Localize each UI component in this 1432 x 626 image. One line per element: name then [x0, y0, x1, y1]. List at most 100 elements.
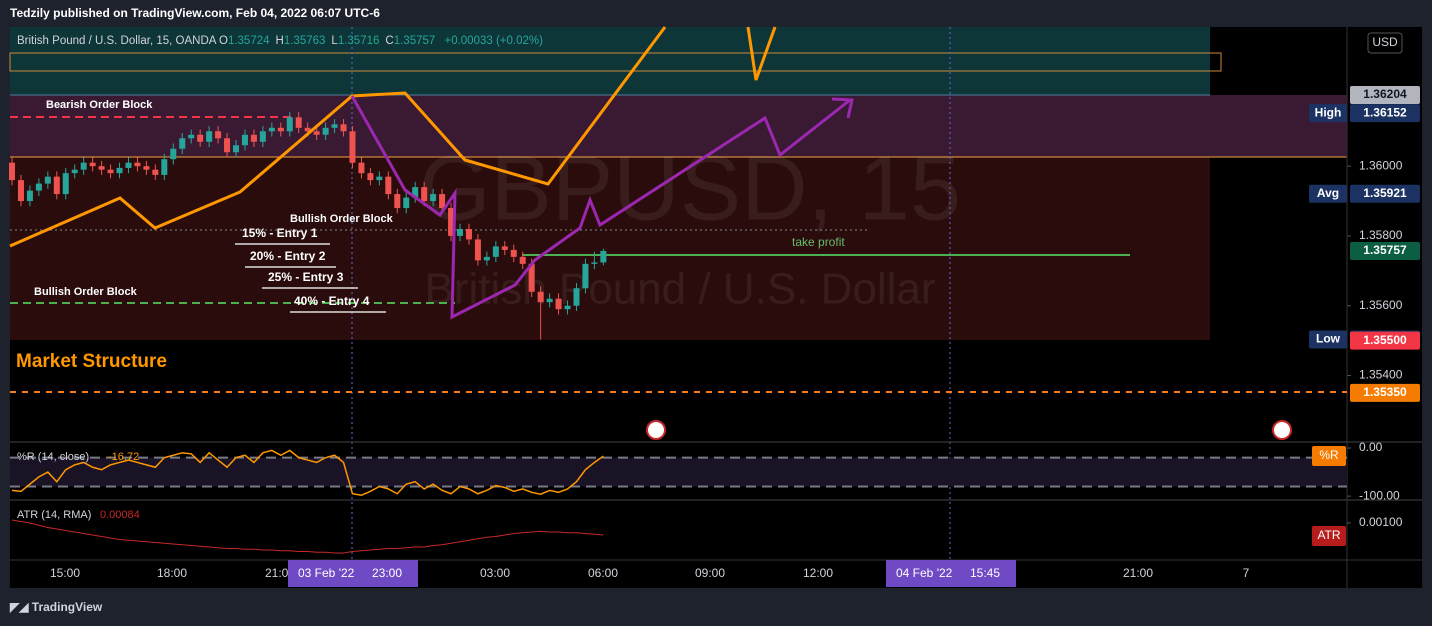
- brand: TradingView: [31, 600, 103, 614]
- candle-body: [197, 134, 204, 142]
- date-badge-time: 23:00: [372, 566, 402, 580]
- candle-body: [215, 131, 222, 139]
- candle-body: [501, 246, 508, 250]
- candle-body: [62, 173, 69, 195]
- candle-body: [376, 176, 383, 181]
- candle-body: [340, 124, 347, 132]
- x-tick-label: 09:00: [695, 566, 725, 580]
- candle-body: [152, 169, 159, 175]
- ohlc-values: O1.35724 H1.35763 L1.35716 C1.35757: [219, 35, 441, 47]
- candle-body: [367, 173, 374, 181]
- candle-body: [134, 162, 141, 167]
- candle-body: [241, 134, 248, 146]
- x-tick-label: 21:00: [1123, 566, 1153, 580]
- price-name-label: Avg: [1317, 186, 1339, 200]
- indicator-name: %R (14, close): [17, 451, 89, 463]
- x-tick-label: 12:00: [803, 566, 833, 580]
- price-badge: [1350, 241, 1420, 260]
- y-tick-label: 1.35400: [1359, 368, 1403, 382]
- annotation: Bullish Order Block: [34, 286, 138, 298]
- price-badge-label: 1.36152: [1363, 105, 1407, 119]
- watermark-subtitle: British Pound / U.S. Dollar: [424, 265, 935, 314]
- candle-body: [161, 159, 168, 175]
- indicator-badge-label: ATR: [1317, 528, 1340, 542]
- candle-body: [17, 180, 24, 202]
- price-name-badge: [1309, 184, 1347, 203]
- candle-body: [492, 246, 499, 257]
- annotation: take profit: [792, 235, 845, 249]
- candle-body: [591, 262, 598, 264]
- date-badge: [288, 560, 418, 587]
- candle-body: [259, 131, 266, 142]
- price-name-badge: [1309, 104, 1347, 123]
- band-fill: [10, 457, 1347, 487]
- candle-body: [313, 131, 320, 135]
- candle-body: [224, 138, 231, 153]
- symbol-title: British Pound / U.S. Dollar, 15, OANDA: [17, 35, 216, 47]
- y-tick-label: 1.36000: [1359, 158, 1403, 172]
- annotation: Bullish Order Block: [290, 213, 394, 225]
- price-name-label: Low: [1316, 332, 1341, 346]
- atr-line: [11, 519, 604, 554]
- candle-body: [170, 148, 177, 160]
- currency-box: [1367, 32, 1403, 54]
- ohlc-value: 1.35724: [227, 35, 270, 47]
- candle-body: [80, 162, 87, 170]
- x-tick-label: 06:00: [588, 566, 618, 580]
- candle-body: [421, 187, 428, 202]
- change: +0.00033 (+0.02%): [444, 35, 543, 47]
- price-name-badge: [1309, 330, 1347, 349]
- candle-body: [474, 239, 481, 261]
- x-tick-label: 21:00: [265, 566, 295, 580]
- candle-body: [412, 187, 419, 198]
- candle-body: [98, 166, 105, 170]
- price-badge-label: 1.35350: [1363, 385, 1407, 399]
- y-tick-label: 1.35600: [1359, 298, 1403, 312]
- entry-label: 20% - Entry 2: [250, 249, 326, 263]
- date-badge-date: 04 Feb '22: [896, 566, 953, 580]
- candle-body: [268, 127, 275, 132]
- candle-body: [573, 288, 580, 306]
- candle-body: [125, 162, 132, 168]
- candle-body: [385, 176, 392, 195]
- price-badge: [1350, 86, 1420, 105]
- candle-body: [483, 256, 490, 261]
- date-badge: [886, 560, 1016, 587]
- candle-body: [206, 131, 213, 142]
- entry-label: 15% - Entry 1: [242, 226, 318, 240]
- candle-body: [277, 127, 284, 132]
- y-tick-label: -100.00: [1359, 488, 1400, 502]
- ohlc-key: L: [331, 35, 338, 47]
- candle-body: [188, 134, 195, 139]
- purple-zigzag: [350, 95, 851, 320]
- candle-body: [448, 208, 455, 236]
- annotation: Market Structure: [16, 351, 167, 372]
- candle-body: [555, 298, 562, 310]
- candle-body: [537, 291, 544, 303]
- candle-body: [546, 298, 553, 303]
- candle-body: [233, 145, 239, 153]
- candle-body: [519, 256, 526, 264]
- candle-body: [250, 134, 257, 142]
- indicator-name: ATR (14, RMA): [17, 509, 91, 521]
- zone-outline: [9, 52, 1222, 72]
- price-badge: [1350, 383, 1420, 402]
- candle-body: [349, 131, 356, 163]
- x-tick-label: 15:00: [50, 566, 80, 580]
- event-flag: [1272, 420, 1292, 440]
- ohlc-value: 1.35763: [283, 35, 326, 47]
- candle-body: [331, 124, 338, 128]
- candle-body: [394, 194, 401, 209]
- indicator-value: -16.72: [108, 451, 139, 463]
- candle-body: [89, 162, 96, 167]
- candle-body: [528, 263, 535, 292]
- candle-body: [358, 162, 365, 174]
- price-badge-label: 1.35921: [1363, 186, 1407, 200]
- candle-body: [322, 127, 329, 135]
- candle-body: [403, 197, 410, 209]
- candle-body: [35, 183, 42, 191]
- candle-body: [143, 166, 150, 170]
- entry-label: 40% - Entry 4: [294, 294, 370, 308]
- candle-body: [439, 194, 446, 209]
- candle-body: [116, 167, 123, 174]
